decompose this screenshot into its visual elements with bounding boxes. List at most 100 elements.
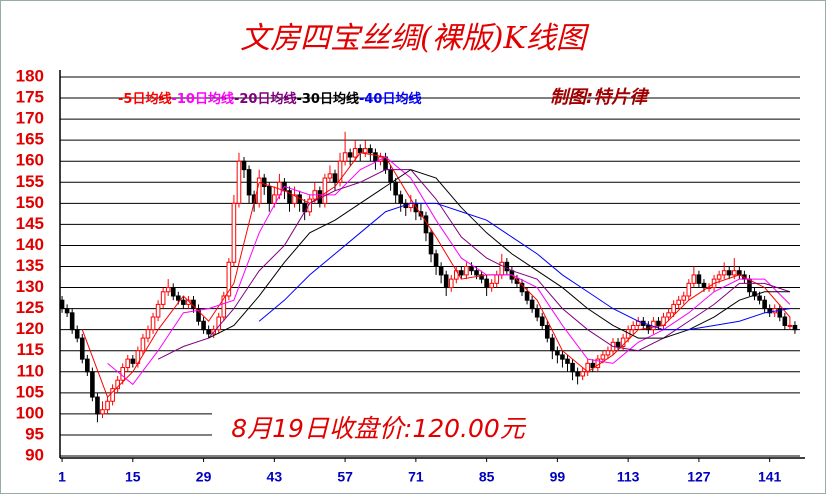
- candle-body: [721, 270, 727, 276]
- candle-body: [438, 266, 444, 276]
- y-tick-label: 170: [16, 109, 44, 128]
- candle-body: [181, 299, 186, 305]
- candle-body: [777, 308, 783, 318]
- x-tick-label: 113: [617, 469, 640, 485]
- candle-body: [433, 253, 439, 268]
- candle-body: [752, 291, 757, 297]
- candle-body: [231, 202, 237, 263]
- candle-body: [388, 169, 393, 183]
- candle-body: [201, 320, 206, 331]
- candle-body: [170, 287, 176, 297]
- candle-body: [85, 358, 90, 373]
- candle-body: [246, 169, 252, 196]
- x-tick-label: 85: [479, 469, 495, 485]
- candle-body: [69, 312, 75, 331]
- moving-average-line: [258, 202, 790, 331]
- candle-body: [322, 177, 328, 204]
- candle-body: [550, 337, 555, 352]
- candle-body: [145, 329, 151, 339]
- y-tick-label: 155: [16, 172, 44, 191]
- y-tick-label: 165: [16, 130, 44, 149]
- annotation-bg: [212, 402, 800, 446]
- candle-body: [731, 270, 737, 276]
- candle-body: [762, 299, 767, 310]
- candle-body: [105, 400, 110, 411]
- candle-body: [767, 308, 772, 314]
- candle-body: [352, 148, 358, 158]
- candle-body: [79, 337, 85, 360]
- x-tick-label: 127: [687, 469, 711, 485]
- moving-average-line: [208, 169, 790, 339]
- x-tick-label: 1: [58, 469, 66, 485]
- candle-body: [696, 274, 702, 284]
- candle-body: [464, 266, 469, 276]
- candle-body: [443, 274, 449, 289]
- candle-body: [206, 329, 211, 335]
- y-tick-label: 100: [16, 403, 44, 422]
- legend-entry: -10日均线: [171, 91, 234, 107]
- candle-body: [216, 316, 222, 331]
- candle-body: [95, 396, 100, 415]
- candle-body: [782, 316, 788, 326]
- candle-body: [469, 266, 474, 272]
- candle-body: [666, 312, 671, 318]
- candle-body: [64, 308, 70, 314]
- candle-body: [226, 261, 232, 297]
- legend: -5日均线-10日均线-20日均线-30日均线-40日均线: [118, 91, 421, 107]
- candle-body: [342, 152, 348, 162]
- y-tick-label: 95: [25, 424, 44, 443]
- y-tick-label: 115: [17, 340, 44, 359]
- x-tick-label: 29: [196, 469, 212, 485]
- y-tick-label: 90: [25, 445, 44, 464]
- candle-body: [671, 303, 676, 314]
- candle-body: [125, 358, 131, 369]
- candle-body: [266, 185, 272, 204]
- candle-body: [155, 303, 161, 318]
- candle-body: [524, 291, 530, 301]
- y-tick-label: 140: [16, 235, 44, 254]
- y-tick-label: 180: [16, 66, 44, 85]
- candle-body: [398, 194, 404, 204]
- candle-body: [100, 409, 105, 415]
- candle-body: [150, 316, 156, 331]
- candle-body: [196, 308, 201, 322]
- y-tick-label: 160: [16, 151, 44, 170]
- candle-body: [701, 282, 707, 289]
- candle-body: [130, 358, 136, 364]
- candle-body: [221, 295, 227, 318]
- candle-body: [555, 350, 560, 356]
- candle-body: [757, 295, 762, 301]
- candle-body: [539, 316, 545, 326]
- candle-body: [544, 324, 550, 339]
- y-tick-label: 125: [16, 298, 44, 317]
- legend-entry: -20日均线: [234, 91, 297, 107]
- candle-body: [357, 148, 363, 154]
- author-note: 制图:特片律: [550, 87, 650, 108]
- candle-body: [74, 329, 80, 339]
- candle-body: [292, 194, 297, 204]
- candle-body: [90, 371, 95, 398]
- candle-body: [620, 337, 626, 348]
- candle-body: [499, 261, 505, 276]
- candle-body: [261, 177, 267, 187]
- candle-body: [140, 337, 146, 352]
- candle-body: [428, 232, 434, 255]
- candle-body: [615, 341, 621, 348]
- x-tick-label: 141: [758, 469, 782, 485]
- candle-body: [529, 299, 535, 310]
- candle-body: [600, 354, 606, 360]
- y-tick-label: 130: [16, 277, 44, 296]
- candle-body: [560, 354, 565, 360]
- y-tick-label: 145: [16, 214, 44, 233]
- candle-body: [287, 190, 292, 204]
- candle-body: [160, 291, 166, 305]
- candle-body: [327, 173, 333, 179]
- candle-body: [347, 152, 353, 158]
- candle-body: [474, 270, 479, 276]
- candle-body: [716, 274, 722, 280]
- candle-body: [363, 148, 368, 154]
- candle-body: [737, 270, 742, 276]
- candle-body: [110, 388, 115, 402]
- candle-body: [59, 299, 65, 310]
- candle-body: [241, 160, 247, 171]
